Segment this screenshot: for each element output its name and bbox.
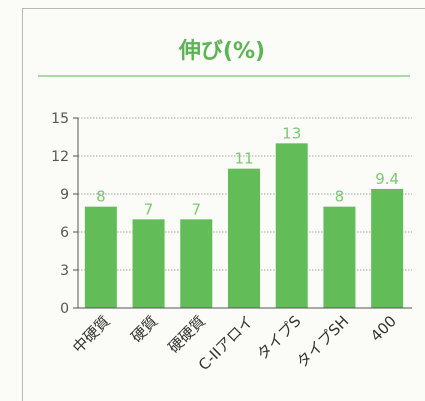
bar-5 (323, 206, 356, 308)
bar-3 (228, 168, 260, 308)
bar-2 (180, 219, 213, 308)
y-tick-label: 6 (60, 225, 69, 241)
y-tick-label: 9 (60, 187, 69, 203)
data-label: 13 (282, 124, 301, 142)
y-tick-labels: 0 3 6 9 12 15 (51, 111, 78, 317)
data-label: 11 (234, 150, 253, 168)
data-label: 8 (96, 188, 106, 206)
bar-6 (371, 188, 404, 308)
y-tick-label: 15 (51, 111, 69, 127)
bars (84, 143, 404, 308)
frame-top-border (22, 8, 425, 9)
y-tick-label: 3 (60, 263, 69, 279)
x-tick-label: 硬硬質 (165, 312, 210, 357)
x-tick-label: 硬質 (127, 312, 161, 346)
data-label: 8 (335, 188, 345, 206)
y-tick-label: 0 (60, 301, 69, 317)
bar-4 (275, 143, 308, 308)
data-labels: 8 7 7 11 13 8 9.4 (96, 124, 399, 218)
frame-left-border (22, 8, 23, 401)
chart-title: 伸び(%) (178, 39, 265, 64)
data-label: 7 (192, 200, 202, 218)
bar-0 (84, 206, 117, 308)
data-label: 9.4 (375, 170, 399, 188)
x-tick-label: タイプSH (293, 312, 352, 371)
x-tick-label: 400 (367, 312, 400, 345)
y-tick-label: 12 (51, 149, 69, 165)
x-tick-label: 中硬質 (69, 312, 114, 357)
bar-1 (132, 219, 165, 308)
data-label: 7 (144, 200, 154, 218)
